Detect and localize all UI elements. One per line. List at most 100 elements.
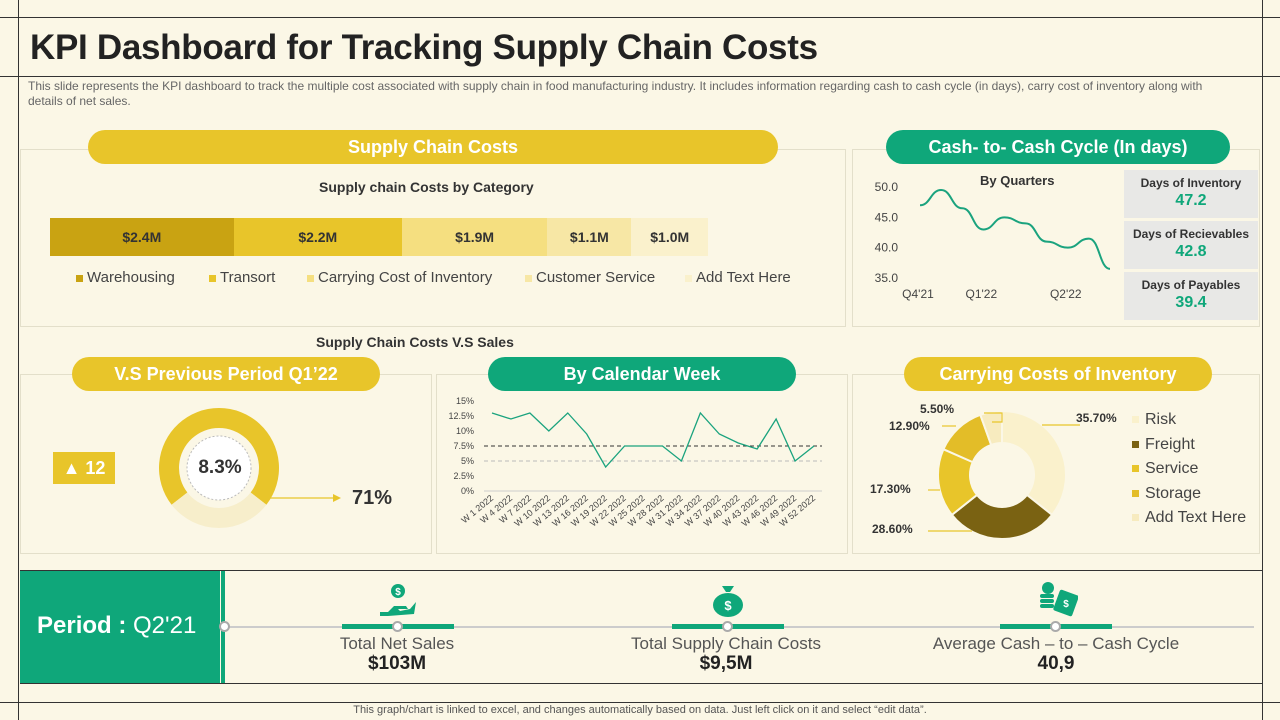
frame-line-bottom	[0, 702, 1280, 703]
bar-segment: $1.9M	[401, 218, 548, 256]
kpi-label: Days of Recievables	[1132, 227, 1250, 241]
kpi-label: Days of Inventory	[1140, 176, 1242, 190]
legend-label: Carrying Cost of Inventory	[318, 269, 493, 286]
svg-text:$: $	[395, 587, 401, 598]
bar-segment: $1.0M	[631, 218, 708, 256]
timeline-dot	[219, 621, 230, 632]
y-tick-label: 0%	[461, 486, 474, 496]
donut-slice	[171, 492, 267, 528]
period-value: Q2'21	[133, 612, 197, 639]
legend-item: Freight	[1132, 436, 1195, 454]
kpi-label: Days of Payables	[1141, 278, 1241, 292]
carrying-costs-donut	[928, 409, 1080, 540]
donut-center	[186, 435, 252, 501]
y-tick-label: 12.5%	[448, 411, 474, 421]
kpi-days-payables: Days of Payables 39.4	[1124, 272, 1258, 320]
svg-text:$: $	[1063, 599, 1069, 610]
kpi-value: 47.2	[1175, 192, 1207, 209]
y-tick-label: 35.0	[875, 271, 899, 285]
legend-swatch	[1132, 465, 1139, 473]
legend-item: Add Text Here	[1132, 509, 1246, 527]
kpi-days-receivables: Days of Recievables 42.8	[1124, 221, 1258, 269]
legend-item: Transort	[209, 269, 275, 286]
legend-label: Service	[1145, 460, 1199, 477]
kpi-value: 39.4	[1175, 294, 1207, 311]
y-tick-label: 15%	[456, 396, 474, 406]
svg-text:$: $	[724, 598, 732, 613]
calendar-week-panel	[436, 374, 848, 554]
legend-item: Service	[1132, 460, 1198, 478]
metric-value: $9,5M	[699, 653, 753, 674]
kpi-days-inventory: Days of Inventory 47.2	[1124, 170, 1258, 218]
vs-sales-title: Supply Chain Costs V.S Sales	[316, 334, 514, 350]
y-tick-label: 5%	[461, 456, 474, 466]
cash-cycle-chart-title: By Quarters	[980, 173, 1055, 188]
coins-cash-icon: $	[1040, 582, 1078, 617]
previous-period-header: V.S Previous Period Q1’22	[72, 357, 380, 391]
donut-slice	[1001, 409, 1067, 517]
legend-item: Add Text Here	[685, 269, 791, 286]
legend-swatch	[525, 274, 532, 282]
period-label: Period :	[37, 612, 134, 639]
legend-item: Storage	[1132, 485, 1201, 503]
period-text: Period : Q2'21	[37, 612, 196, 640]
legend-item: Risk	[1132, 411, 1176, 429]
bar-segment: $2.4M	[50, 218, 234, 256]
carrying-costs-header: Carrying Costs of Inventory	[904, 357, 1212, 391]
hand-money-icon: $	[380, 584, 416, 616]
legend-swatch	[76, 274, 83, 282]
metric-label: Total Net Sales	[339, 634, 455, 653]
legend-swatch	[1132, 440, 1139, 448]
legend-swatch	[1132, 489, 1139, 497]
carrying-label-35-7: 35.70%	[1076, 411, 1117, 425]
bar-segment: $1.1M	[547, 218, 632, 256]
timeline-dot	[722, 621, 733, 632]
x-tick-label: Q1'22	[966, 287, 998, 301]
cash-cycle-line	[919, 189, 1111, 270]
y-tick-label: 45.0	[875, 210, 899, 224]
legend-label: Add Text Here	[1145, 509, 1247, 526]
frame-line-right	[1262, 0, 1263, 720]
y-tick-label: 2.5%	[453, 471, 474, 481]
legend-item: Customer Service	[525, 269, 655, 286]
carrying-label-5-5: 5.50%	[920, 402, 955, 416]
calendar-week-header: By Calendar Week	[488, 357, 796, 391]
bar-segment: $2.2M	[233, 218, 402, 256]
completion-percent: 71%	[352, 487, 393, 509]
carrying-label-28-6: 28.60%	[872, 522, 913, 536]
x-tick-label: Q4'21	[902, 287, 934, 301]
legend-label: Warehousing	[87, 269, 175, 286]
supply-chain-chart-title: Supply chain Costs by Category	[319, 179, 534, 195]
timeline-dot	[1050, 621, 1061, 632]
timeline-dot	[392, 621, 403, 632]
legend-item: Warehousing	[76, 269, 175, 286]
legend-label: Risk	[1145, 411, 1177, 428]
legend-item: Carrying Cost of Inventory	[307, 269, 492, 286]
cash-cycle-chart: 50.0 45.0 40.0 35.0Q4'21 Q1'22 Q2'22	[875, 180, 1111, 301]
y-tick-label: 40.0	[875, 241, 899, 255]
y-tick-label: 7.5%	[453, 441, 474, 451]
donut-slice	[159, 408, 279, 505]
bottom-band	[20, 570, 1262, 684]
supply-chain-header: Supply Chain Costs	[88, 130, 778, 164]
carrying-label-17-3: 17.30%	[870, 482, 911, 496]
pct-pointer-arrow	[333, 494, 341, 502]
y-tick-label: 10%	[456, 426, 474, 436]
metric-label: Total Supply Chain Costs	[631, 634, 821, 653]
kpi-value: 42.8	[1175, 243, 1207, 260]
legend-swatch	[1132, 514, 1139, 522]
frame-line-title	[0, 76, 1280, 77]
carrying-label-12-9: 12.90%	[889, 419, 930, 433]
pointer-5-5	[984, 412, 1003, 423]
metric-value: $103M	[367, 653, 427, 674]
legend-swatch	[209, 274, 216, 282]
donut-slice	[950, 493, 1054, 540]
legend-swatch	[685, 274, 692, 282]
legend-label: Customer Service	[536, 269, 656, 286]
legend-label: Transort	[220, 269, 276, 286]
y-tick-label: 50.0	[875, 180, 899, 194]
legend-label: Freight	[1145, 435, 1195, 453]
legend-swatch	[1132, 416, 1139, 424]
page-description: This slide represents the KPI dashboard …	[28, 79, 1203, 108]
cash-cycle-header: Cash- to- Cash Cycle (In days)	[886, 130, 1230, 164]
